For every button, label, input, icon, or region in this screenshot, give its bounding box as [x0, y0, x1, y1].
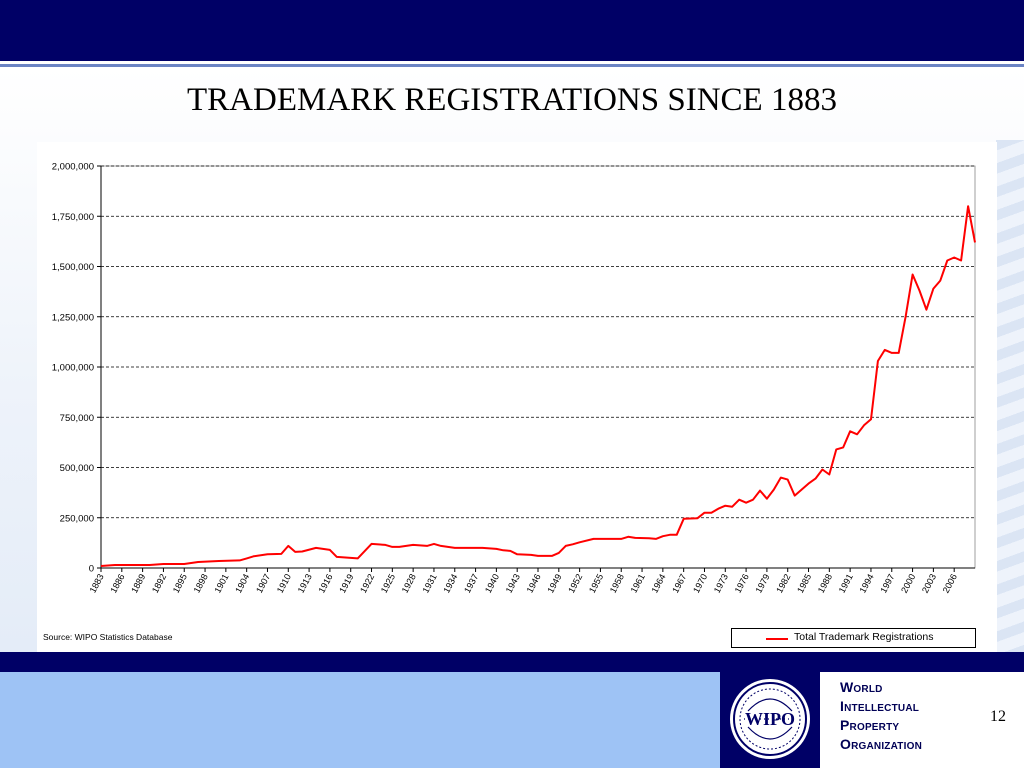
x-tick-label: 1958 — [608, 572, 626, 594]
footer-band — [0, 652, 1024, 672]
x-tick-label: 1997 — [878, 572, 896, 594]
x-tick-label: 1949 — [545, 572, 563, 594]
x-tick-label: 1955 — [587, 572, 605, 594]
x-tick-label: 1946 — [525, 572, 543, 594]
x-tick-label: 2006 — [941, 572, 959, 594]
footer-light-panel — [0, 672, 720, 768]
y-tick-label: 750,000 — [60, 413, 94, 424]
chart-legend: Total Trademark Registrations — [731, 628, 976, 648]
x-tick-label: 2000 — [899, 572, 917, 594]
x-tick-label: 1910 — [275, 572, 293, 594]
x-tick-label: 1928 — [400, 572, 418, 594]
x-tick-label: 1916 — [316, 572, 334, 594]
x-tick-label: 1895 — [171, 572, 189, 594]
organization-name: World Intellectual Property Organization — [840, 678, 922, 754]
y-tick-label: 500,000 — [60, 463, 94, 474]
x-tick-label: 1943 — [504, 572, 522, 594]
org-line-1: World — [840, 679, 883, 695]
x-tick-label: 1991 — [837, 572, 855, 594]
trademark-line-chart: 0 250,000 500,000 750,000 1,000,000 1,250,000… — [52, 162, 976, 595]
y-tick-label: 250,000 — [60, 513, 94, 524]
org-line-4: Organization — [840, 736, 922, 752]
x-tick-label: 1976 — [733, 572, 751, 594]
header-band — [0, 0, 1024, 61]
x-tick-label: 1913 — [296, 572, 314, 594]
wipo-logo: WIPO — [720, 667, 820, 768]
slide-title: TRADEMARK REGISTRATIONS SINCE 1883 — [187, 82, 837, 118]
series-line — [100, 205, 976, 567]
x-tick-label: 1931 — [420, 572, 438, 594]
x-tick-label: 1904 — [233, 572, 251, 594]
logo-lettering: WIPO — [745, 709, 795, 729]
x-tick-label: 2003 — [920, 572, 938, 594]
x-tick-label: 1994 — [857, 572, 875, 594]
x-tick-label: 1892 — [150, 572, 168, 594]
page-number: 12 — [990, 708, 1006, 725]
decorative-pattern — [996, 140, 1024, 652]
x-tick-label: 1988 — [816, 572, 834, 594]
org-line-3: Property — [840, 717, 900, 733]
x-tick-label: 1883 — [88, 572, 106, 594]
x-tick-label: 1973 — [712, 572, 730, 594]
legend-label: Total Trademark Registrations — [794, 631, 934, 643]
organization-panel — [820, 672, 1024, 768]
x-tick-label: 1901 — [212, 572, 230, 594]
x-tick-label: 1967 — [670, 572, 688, 594]
org-line-2: Intellectual — [840, 698, 920, 714]
x-tick-label: 1907 — [254, 572, 272, 594]
x-tick-label: 1889 — [129, 572, 147, 594]
y-tick-label: 1,750,000 — [52, 212, 94, 223]
x-tick-label: 1886 — [108, 572, 126, 594]
x-tick-label: 1922 — [358, 572, 376, 594]
legend-line-swatch — [766, 638, 788, 640]
x-tick-label: 1961 — [629, 572, 647, 594]
x-tick-label: 1985 — [795, 572, 813, 594]
x-tick-label: 1934 — [441, 572, 459, 594]
header-rule — [0, 64, 1024, 67]
x-tick-label: 1952 — [566, 572, 584, 594]
y-tick-label: 1,500,000 — [52, 262, 94, 273]
x-tick-label: 1964 — [649, 572, 667, 594]
y-tick-label: 2,000,000 — [52, 162, 94, 173]
chart-panel: 0 250,000 500,000 750,000 1,000,000 1,250,000… — [37, 142, 997, 653]
x-tick-label: 1925 — [379, 572, 397, 594]
x-tick-label: 1937 — [462, 572, 480, 594]
y-tick-label: 1,000,000 — [52, 363, 94, 374]
x-tick-label: 1970 — [691, 572, 709, 594]
x-tick-label: 1898 — [192, 572, 210, 594]
x-tick-label: 1982 — [774, 572, 792, 594]
y-tick-label: 0 — [89, 564, 94, 575]
x-tick-label: 1940 — [483, 572, 501, 594]
y-tick-label: 1,250,000 — [52, 312, 94, 323]
chart-source: Source: WIPO Statistics Database — [43, 632, 173, 642]
x-tick-label: 1979 — [753, 572, 771, 594]
x-tick-label: 1919 — [337, 572, 355, 594]
